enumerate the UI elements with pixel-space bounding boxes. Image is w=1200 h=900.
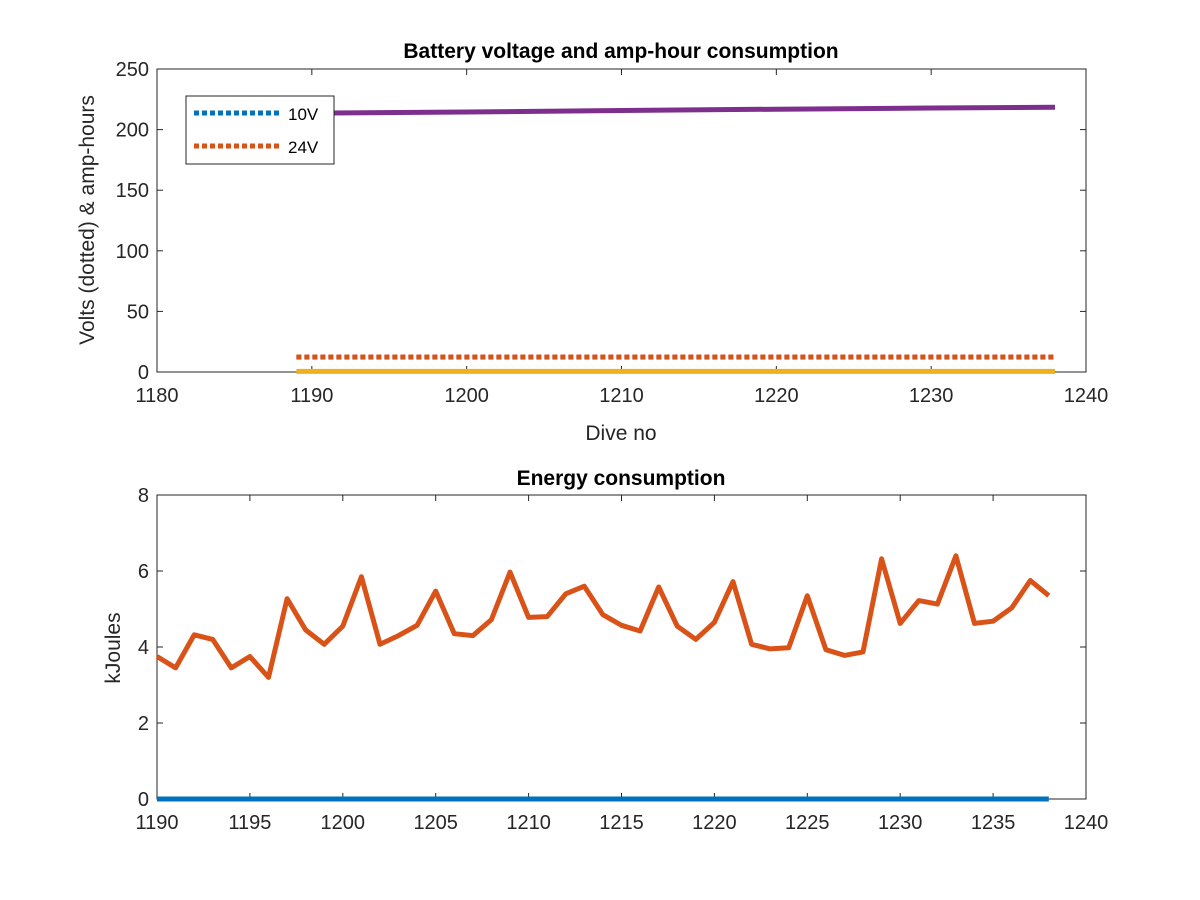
energy-chart-xtick-label: 1225 xyxy=(785,812,830,834)
energy-chart: Energy consumption 1190 1195 1200 1205 1210 1… xyxy=(102,467,1108,834)
voltage-chart-ytick-label: 150 xyxy=(116,180,149,202)
voltage-chart-ylabel: Volts (dotted) & amp-hours xyxy=(76,95,99,345)
energy-chart-ytick-label: 2 xyxy=(138,713,149,735)
voltage-chart-xtick-label: 1230 xyxy=(909,385,954,407)
energy-chart-xtick-label: 1195 xyxy=(228,812,271,834)
legend-label-10v: 10V xyxy=(288,105,319,124)
voltage-chart-xtick-label: 1180 xyxy=(135,385,178,407)
voltage-chart-xtick-label: 1220 xyxy=(754,385,799,407)
energy-chart-xtick-label: 1190 xyxy=(135,812,178,834)
energy-chart-xtick-label: 1210 xyxy=(506,812,551,834)
energy-chart-ytick-label: 4 xyxy=(138,637,149,659)
voltage-chart-ytick-label: 0 xyxy=(138,362,149,384)
energy-chart-xtick-label: 1205 xyxy=(413,812,458,834)
voltage-chart-xlabel: Dive no xyxy=(585,422,656,445)
energy-chart-xtick-label: 1220 xyxy=(692,812,737,834)
energy-chart-ylabel: kJoules xyxy=(102,612,125,683)
voltage-chart-series-line-3 xyxy=(296,104,1056,116)
voltage-chart-ytick-label: 100 xyxy=(116,241,149,263)
voltage-chart-xtick-label: 1210 xyxy=(599,385,644,407)
voltage-chart-ytick-label: 50 xyxy=(127,301,149,323)
voltage-chart-xtick-label: 1200 xyxy=(444,385,489,407)
energy-chart-xtick-label: 1230 xyxy=(878,812,923,834)
voltage-chart-legend: 10V 24V xyxy=(185,95,335,165)
energy-chart-ytick-label: 0 xyxy=(138,789,149,811)
energy-chart-xtick-label: 1235 xyxy=(971,812,1016,834)
voltage-chart: Battery voltage and amp-hour consumption… xyxy=(76,40,1108,445)
energy-chart-xtick-label: 1200 xyxy=(321,812,366,834)
energy-chart-axes-frame xyxy=(156,494,1087,800)
voltage-chart-ytick-label: 200 xyxy=(116,120,149,142)
energy-chart-title: Energy consumption xyxy=(517,467,726,490)
energy-chart-xtick-label: 1240 xyxy=(1064,812,1109,834)
voltage-chart-xtick-label: 1240 xyxy=(1064,385,1109,407)
legend-label-24v: 24V xyxy=(288,138,319,157)
legend-box xyxy=(185,95,335,165)
energy-chart-series-line-0 xyxy=(155,553,1051,680)
voltage-chart-xtick-label: 1190 xyxy=(290,385,333,407)
energy-chart-xtick-label: 1215 xyxy=(599,812,644,834)
voltage-chart-ytick-label: 250 xyxy=(116,59,149,81)
energy-chart-plot-area: 1190 1195 1200 1205 1210 1215 1220 1225 1230 1235… xyxy=(135,485,1108,834)
voltage-chart-title: Battery voltage and amp-hour consumption xyxy=(403,40,838,63)
energy-chart-ytick-label: 6 xyxy=(138,561,149,583)
energy-chart-ytick-label: 8 xyxy=(138,485,149,507)
